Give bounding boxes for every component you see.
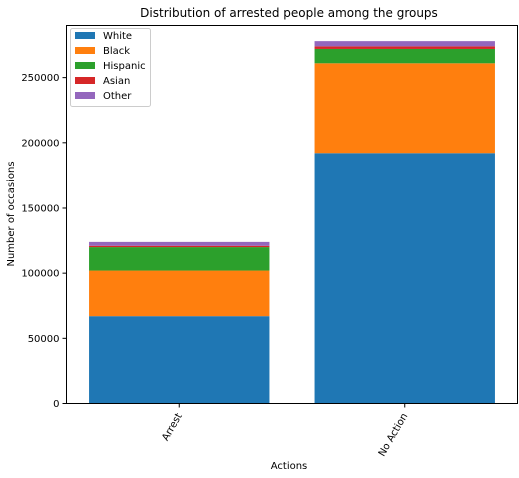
legend-swatch-white bbox=[75, 32, 95, 39]
legend-label-asian: Asian bbox=[103, 76, 130, 87]
bar-other-arrest bbox=[89, 241, 270, 246]
y-tick-label: 50000 bbox=[28, 334, 60, 345]
bar-white-arrest bbox=[89, 316, 270, 404]
legend-swatch-hispanic bbox=[75, 62, 95, 69]
y-tick-label: 100000 bbox=[21, 269, 59, 280]
legend-swatch-asian bbox=[75, 77, 95, 84]
x-tick-label: No Action bbox=[377, 412, 411, 459]
legend-label-white: White bbox=[103, 31, 132, 42]
bar-black-no-action bbox=[314, 63, 495, 154]
bar-hispanic-no-action bbox=[314, 48, 495, 64]
chart-title: Distribution of arrested people among th… bbox=[140, 6, 438, 20]
legend-label-black: Black bbox=[103, 46, 130, 57]
bar-asian-no-action bbox=[314, 46, 495, 49]
plot-frame bbox=[66, 25, 518, 404]
legend-swatch-black bbox=[75, 47, 95, 54]
bar-other-no-action bbox=[314, 41, 495, 47]
legend-swatch-other bbox=[75, 92, 95, 99]
bars-group bbox=[89, 41, 495, 404]
y-tick-label: 200000 bbox=[21, 138, 59, 149]
bar-hispanic-arrest bbox=[89, 247, 270, 271]
x-axis-title: Actions bbox=[271, 461, 308, 472]
y-axis: 0 50000 100000 150000 200000 250000 bbox=[21, 73, 67, 410]
y-axis-title: Number of occasions bbox=[6, 161, 17, 266]
bar-asian-arrest bbox=[89, 245, 270, 248]
x-tick-label: Arrest bbox=[160, 411, 185, 443]
bar-white-no-action bbox=[314, 153, 495, 404]
legend: White Black Hispanic Asian Other bbox=[70, 28, 151, 107]
y-tick-label: 0 bbox=[53, 399, 59, 410]
y-tick-label: 150000 bbox=[21, 203, 59, 214]
x-axis: Arrest No Action bbox=[160, 403, 411, 459]
bar-black-arrest bbox=[89, 270, 270, 317]
legend-label-other: Other bbox=[103, 91, 132, 102]
legend-label-hispanic: Hispanic bbox=[103, 61, 146, 72]
y-tick-label: 250000 bbox=[21, 73, 59, 84]
